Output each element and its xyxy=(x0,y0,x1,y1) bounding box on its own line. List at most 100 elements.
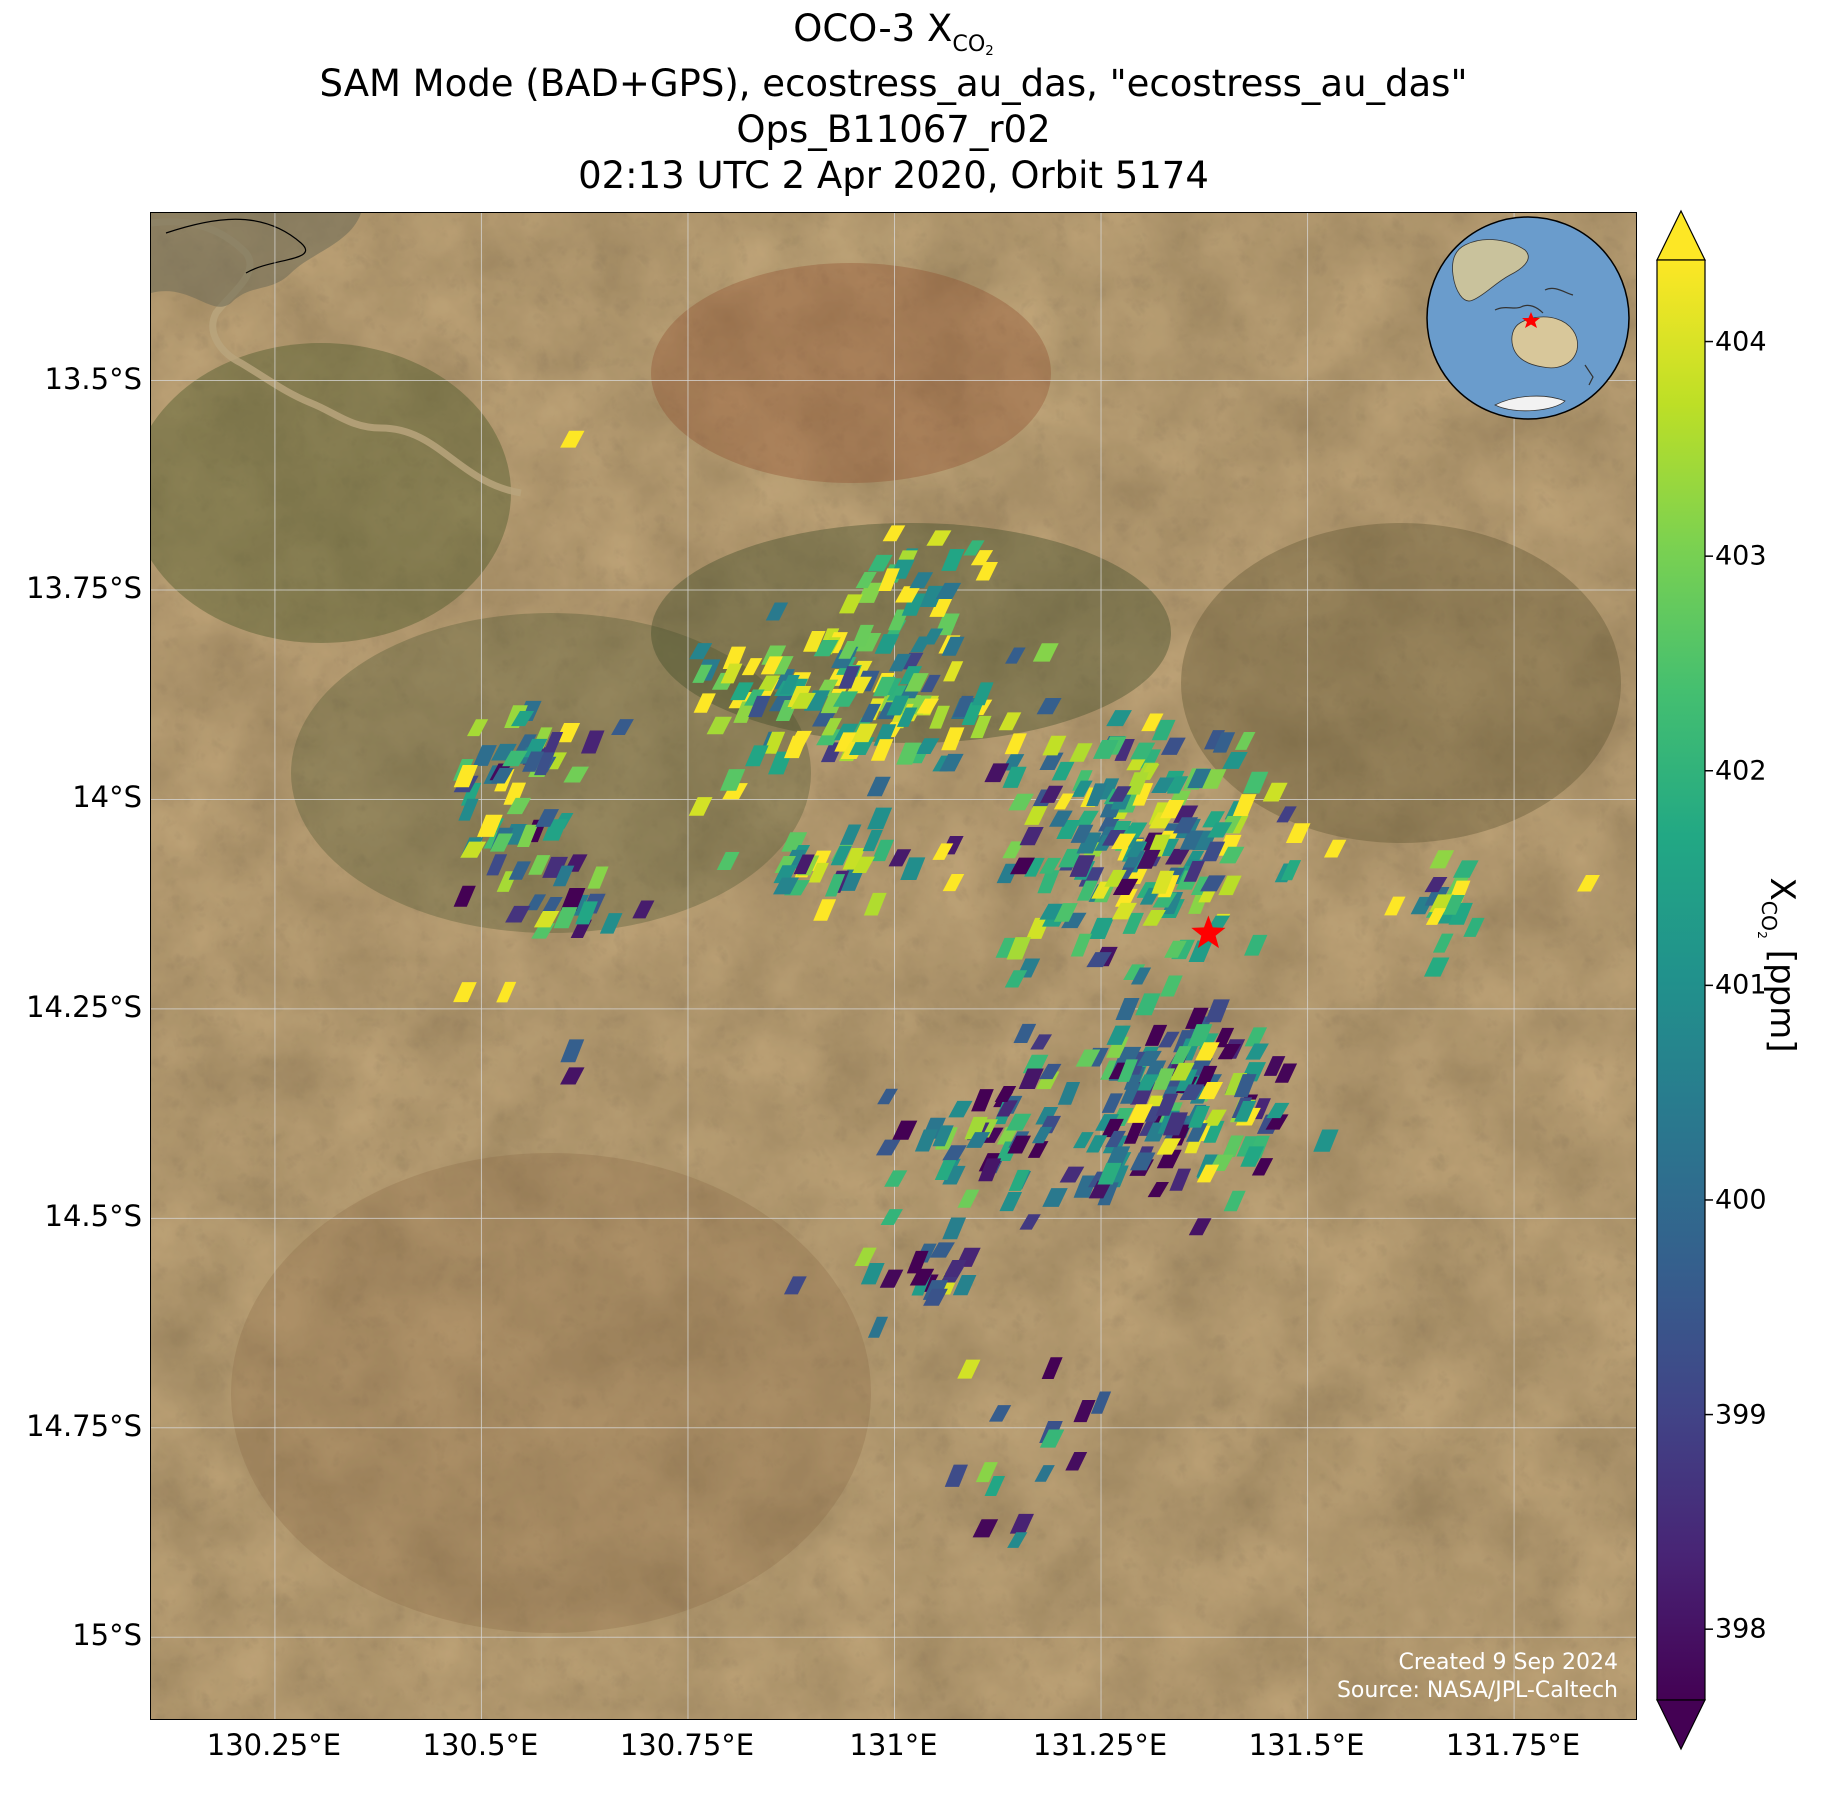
xco2-sounding xyxy=(1127,1104,1153,1123)
xco2-sounding xyxy=(995,937,1018,958)
xco2-sounding xyxy=(473,745,497,766)
xco2-sounding xyxy=(1144,1024,1168,1046)
colorbar-extend-min xyxy=(1656,1699,1706,1751)
xco2-sounding xyxy=(1222,1135,1245,1157)
xco2-sounding xyxy=(863,892,887,916)
xco2-sounding xyxy=(1115,1046,1142,1066)
xco2-sounding xyxy=(834,732,860,752)
xco2-sounding xyxy=(975,1462,998,1483)
xco2-sounding xyxy=(528,855,551,875)
coast-outline xyxy=(165,218,307,274)
coastline xyxy=(151,213,361,307)
xco2-sounding xyxy=(935,582,962,600)
xco2-sounding xyxy=(733,701,756,723)
xco2-sounding xyxy=(1285,823,1311,844)
xco2-sounding xyxy=(1039,752,1064,770)
xco2-sounding xyxy=(1053,793,1074,810)
xco2-sounding xyxy=(491,743,517,761)
xco2-sounding xyxy=(1156,1149,1182,1169)
xco2-sounding xyxy=(783,1276,807,1295)
xco2-sounding xyxy=(1019,826,1044,846)
xco2-sounding xyxy=(744,689,765,706)
xco2-sounding xyxy=(838,594,863,614)
xco2-sounding xyxy=(1042,735,1067,756)
xco2-sounding xyxy=(834,723,859,741)
xco2-sounding xyxy=(857,582,884,603)
xco2-sounding xyxy=(1160,737,1186,755)
map-panel[interactable]: Created 9 Sep 2024 Source: NASA/JPL-Calt… xyxy=(150,212,1637,1720)
xco2-sounding xyxy=(1218,875,1242,896)
xco2-sounding xyxy=(1024,857,1045,877)
xco2-sounding xyxy=(1111,902,1137,920)
xco2-sounding xyxy=(1095,1114,1120,1131)
xco2-sounding xyxy=(1196,1164,1220,1183)
xco2-sounding xyxy=(939,753,964,772)
xco2-sounding xyxy=(1088,1180,1113,1199)
xco2-sounding xyxy=(1166,776,1189,794)
xco2-sounding xyxy=(1424,957,1450,977)
title-main-text: OCO-3 X xyxy=(793,7,953,50)
xco2-sounding xyxy=(1187,768,1212,789)
xco2-sounding xyxy=(560,430,585,448)
colorbar-tick-label: 402 xyxy=(1715,755,1767,787)
xco2-sounding xyxy=(1106,1025,1131,1045)
xco2-sounding xyxy=(768,695,795,712)
xco2-sounding xyxy=(1101,1093,1124,1113)
xco2-sounding xyxy=(779,675,800,695)
lat-tick-label: 13.75°S xyxy=(26,571,142,605)
xco2-sounding xyxy=(1105,1146,1131,1167)
xco2-sounding xyxy=(1122,912,1144,934)
xco2-sounding xyxy=(1170,1046,1192,1065)
xco2-sounding xyxy=(846,676,872,694)
xco2-sounding xyxy=(862,830,883,852)
xco2-sounding xyxy=(916,698,940,714)
xco2-sounding xyxy=(580,730,605,754)
xco2-sounding xyxy=(957,1359,981,1379)
xco2-sounding xyxy=(460,841,487,858)
xco2-sounding xyxy=(1155,1093,1179,1116)
xco2-sounding xyxy=(1265,1114,1289,1130)
xco2-sounding xyxy=(496,981,517,1003)
xco2-sounding xyxy=(1090,1391,1112,1414)
asia-landmass xyxy=(1452,239,1529,302)
xco2-sounding xyxy=(867,807,893,830)
xco2-sounding xyxy=(689,643,713,660)
xco2-sounding xyxy=(996,1126,1019,1145)
xco2-sounding xyxy=(1179,830,1204,850)
xco2-sounding xyxy=(1198,1081,1224,1100)
xco2-sounding xyxy=(919,585,945,608)
xco2-sounding xyxy=(838,640,860,659)
map-canvas[interactable] xyxy=(151,213,1637,1720)
xco2-sounding xyxy=(1424,886,1450,906)
xco2-sounding xyxy=(1024,806,1048,825)
xco2-sounding xyxy=(971,1089,994,1112)
xco2-sounding xyxy=(688,797,713,816)
xco2-sounding xyxy=(838,666,861,689)
xco2-sounding xyxy=(1245,1043,1269,1060)
xco2-sounding xyxy=(466,719,489,737)
xco2-sounding xyxy=(884,1170,908,1187)
xco2-sounding xyxy=(1009,1513,1034,1534)
lat-tick-label: 15°S xyxy=(72,1618,142,1653)
xco2-sounding xyxy=(1262,782,1288,802)
xco2-sounding xyxy=(692,664,713,683)
xco2-sounding xyxy=(1202,811,1225,828)
xco2-sounding xyxy=(1135,1074,1160,1091)
xco2-sounding xyxy=(1059,1166,1085,1183)
target-star-icon[interactable] xyxy=(1191,915,1226,949)
xco2-sounding xyxy=(722,646,747,670)
xco2-sounding xyxy=(1187,1105,1210,1128)
xco2-sounding xyxy=(1135,993,1161,1016)
xco2-sounding xyxy=(808,862,829,883)
colorbar-tick-label: 403 xyxy=(1715,540,1767,572)
xco2-sounding xyxy=(1323,839,1347,858)
xco2-sounding xyxy=(757,675,781,692)
created-credit: Created 9 Sep 2024 xyxy=(1398,1650,1619,1675)
colorbar-tick-label: 398 xyxy=(1715,1613,1767,1645)
xco2-sounding xyxy=(906,1250,929,1274)
xco2-sounding xyxy=(1130,742,1156,760)
xco2-sounding xyxy=(611,719,634,736)
xco2-sounding xyxy=(941,727,965,751)
xco2-sounding xyxy=(453,982,477,1003)
xco2-sounding xyxy=(942,1165,966,1185)
